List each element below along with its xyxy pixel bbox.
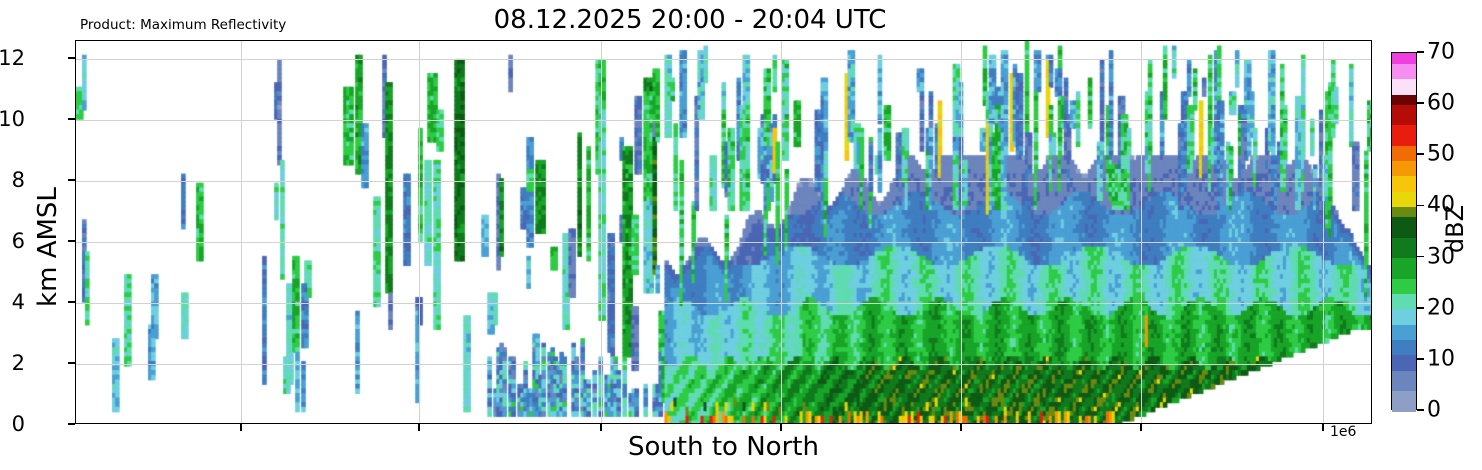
colorbar-segment (1392, 354, 1416, 371)
colorbar-segment (1392, 216, 1416, 238)
colorbar-segment (1392, 160, 1416, 177)
colorbar-segment (1392, 124, 1416, 146)
colorbar-tick-mark (1417, 153, 1424, 156)
colorbar-tick-label: 30 (1427, 244, 1455, 270)
chart-title: 08.12.2025 20:00 - 20:04 UTC (493, 5, 887, 35)
x-tick-mark (1322, 424, 1324, 431)
x-tick-mark (780, 424, 782, 431)
x-axis-offset-text: 1e6 (1330, 424, 1357, 440)
y-tick-label: 10 (0, 107, 25, 132)
y-axis-label: km AMSL (33, 187, 63, 307)
colorbar-tick-label: 10 (1427, 346, 1455, 372)
colorbar-segment (1392, 175, 1416, 192)
colorbar-tick-label: 20 (1427, 295, 1455, 321)
colorbar-tick-label: 0 (1427, 397, 1441, 423)
y-tick-label: 2 (11, 351, 25, 376)
x-tick-mark (960, 424, 962, 431)
y-tick-label: 6 (11, 229, 25, 254)
colorbar-segment (1392, 257, 1416, 279)
y-tick-label: 12 (0, 46, 25, 71)
colorbar-tick-mark (1417, 204, 1424, 207)
colorbar-tick-mark (1417, 306, 1424, 309)
y-tick-mark (68, 301, 75, 303)
x-tick-mark (600, 424, 602, 431)
colorbar-segment (1392, 390, 1416, 412)
y-tick-mark (68, 362, 75, 364)
colorbar-segment (1392, 78, 1416, 95)
colorbar-segment (1392, 53, 1416, 64)
y-tick-label: 0 (11, 412, 25, 436)
colorbar-segment (1392, 237, 1416, 259)
x-tick-mark (240, 424, 242, 431)
x-axis-label: South to North (628, 432, 819, 462)
colorbar-tick-mark (1417, 409, 1424, 411)
y-tick-mark (68, 179, 75, 181)
colorbar-segment (1392, 191, 1416, 208)
colorbar-segment (1392, 206, 1416, 218)
x-tick-mark (418, 424, 420, 431)
colorbar-label: dBZ (1441, 204, 1469, 254)
product-annotation: Product: Maximum Reflectivity (80, 17, 287, 33)
reflectivity-heatmap (76, 41, 1371, 423)
colorbar-tick-mark (1417, 255, 1424, 258)
y-tick-mark (68, 57, 75, 60)
colorbar-segment (1392, 63, 1416, 80)
colorbar-tick-label: 50 (1427, 141, 1455, 167)
colorbar-segment (1392, 278, 1416, 294)
y-tick-mark (68, 240, 75, 242)
colorbar-segment (1392, 104, 1416, 126)
plot-area (75, 40, 1372, 424)
colorbar-tick-label: 70 (1427, 39, 1455, 65)
y-tick-mark (68, 118, 75, 121)
colorbar-segment (1392, 308, 1416, 325)
x-tick-mark (1140, 424, 1142, 431)
colorbar-tick-mark (1417, 102, 1424, 104)
colorbar (1391, 52, 1417, 412)
colorbar-segment (1392, 145, 1416, 161)
y-tick-mark (68, 423, 75, 425)
y-tick-label: 8 (11, 168, 25, 193)
colorbar-segment (1392, 339, 1416, 356)
reflectivity-canvas (76, 41, 1371, 423)
colorbar-tick-mark (1417, 358, 1424, 360)
y-tick-label: 4 (11, 290, 25, 315)
colorbar-tick-mark (1417, 51, 1424, 53)
colorbar-segment (1392, 370, 1416, 392)
colorbar-segment (1392, 93, 1416, 105)
colorbar-gradient (1391, 52, 1417, 412)
colorbar-tick-label: 60 (1427, 90, 1455, 116)
colorbar-segment (1392, 324, 1416, 340)
colorbar-tick-label: 40 (1427, 192, 1455, 218)
colorbar-segment (1392, 293, 1416, 310)
